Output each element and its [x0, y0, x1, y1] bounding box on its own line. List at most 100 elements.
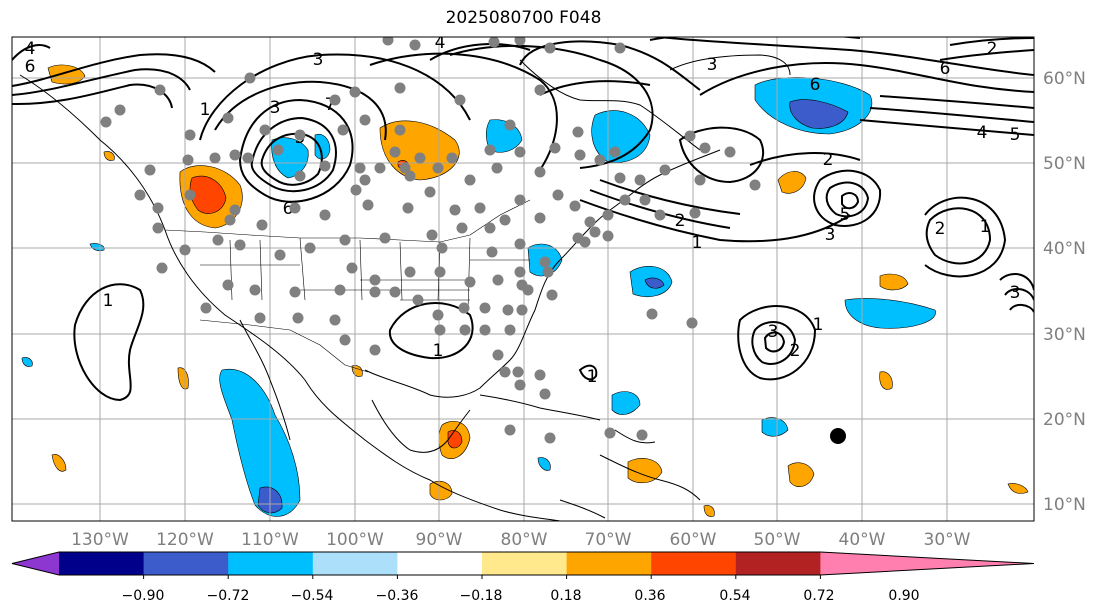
- contour-label: 3: [270, 98, 281, 118]
- anomaly-blob: [761, 417, 789, 437]
- anomaly-blob: [611, 391, 641, 415]
- contour-lines: [12, 37, 1034, 402]
- lat-label: 60°N: [1043, 69, 1086, 89]
- station-dot: [694, 174, 706, 186]
- station-dot: [522, 284, 534, 296]
- station-dot: [259, 124, 271, 136]
- station-dot: [534, 166, 546, 178]
- anomaly-blob: [644, 277, 665, 289]
- contour-label: 2: [823, 150, 834, 170]
- station-dot: [456, 222, 468, 234]
- station-dot: [659, 164, 671, 176]
- station-dot: [242, 152, 254, 164]
- contour-label: 2: [935, 219, 946, 239]
- station-dot: [134, 189, 146, 201]
- contour-label: 3: [313, 50, 324, 70]
- colorbar-labels: −0.90 −0.72 −0.54 −0.36 −0.18 0.18 0.36 …: [122, 588, 920, 604]
- station-dot: [432, 309, 444, 321]
- station-dot: [572, 232, 584, 244]
- station-dot: [646, 308, 658, 320]
- station-dot: [512, 366, 524, 378]
- contour-label: 5: [840, 205, 851, 225]
- station-dot: [274, 249, 286, 261]
- station-dot: [200, 302, 212, 314]
- station-dot: [686, 317, 698, 329]
- lon-label: 60°W: [670, 530, 717, 550]
- contour-label: 3: [1010, 283, 1021, 303]
- station-dot: [402, 202, 414, 214]
- station-dot: [689, 207, 701, 219]
- shaded-anomalies: [21, 64, 1029, 517]
- station-dot: [179, 244, 191, 256]
- station-dot: [229, 204, 241, 216]
- station-dot: [436, 242, 448, 254]
- station-dot: [152, 222, 164, 234]
- station-dot: [346, 262, 358, 274]
- station-dot: [319, 160, 331, 172]
- station-dot: [304, 242, 316, 254]
- station-dot: [619, 194, 631, 206]
- station-dot: [614, 172, 626, 184]
- station-dot: [604, 427, 616, 439]
- colorbar-segment: [12, 552, 59, 575]
- station-dot: [426, 229, 438, 241]
- anomaly-blob: [703, 505, 715, 517]
- station-dot: [486, 246, 498, 258]
- station-dot: [699, 142, 711, 154]
- station-dot: [414, 152, 426, 164]
- station-dot: [516, 304, 528, 316]
- lon-label: 80°W: [501, 530, 548, 550]
- station-dot: [222, 279, 234, 291]
- station-dot: [412, 294, 424, 306]
- station-dot: [549, 142, 561, 154]
- station-dot: [184, 129, 196, 141]
- station-dot: [369, 274, 381, 286]
- anomaly-blob: [177, 367, 189, 390]
- station-dot: [256, 219, 268, 231]
- anomaly-blob: [879, 371, 893, 390]
- station-dot: [369, 286, 381, 298]
- colorbar-tick-label: 0.18: [550, 588, 581, 604]
- anomaly-blob: [844, 298, 936, 329]
- station-dot: [379, 232, 391, 244]
- station-dot: [474, 202, 486, 214]
- station-dot: [514, 37, 526, 46]
- anomaly-blob: [429, 481, 453, 501]
- colorbar-segment: [59, 552, 145, 575]
- station-dot: [389, 286, 401, 298]
- station-dot: [639, 194, 651, 206]
- station-dot: [409, 39, 421, 51]
- station-dot: [602, 209, 614, 221]
- latitude-labels: 60°N 50°N 40°N 30°N 20°N 10°N: [1043, 69, 1086, 515]
- lon-label: 90°W: [416, 530, 463, 550]
- station-dot: [359, 114, 371, 126]
- contour-label: 3: [825, 225, 836, 245]
- station-dot: [114, 104, 126, 116]
- station-dot: [504, 324, 516, 336]
- contour-label: 4: [977, 123, 988, 143]
- contour-label: 4: [25, 39, 36, 59]
- contour-label: 1: [813, 315, 824, 335]
- contour-label: 1: [692, 233, 703, 253]
- anomaly-blob: [627, 458, 663, 484]
- station-dot: [224, 214, 236, 226]
- lon-label: 50°W: [754, 530, 801, 550]
- station-dot: [464, 276, 476, 288]
- anomaly-blob: [591, 110, 651, 163]
- colorbar-tick-label: 0.54: [719, 588, 750, 604]
- colorbar-segment: [312, 552, 398, 575]
- contour-label: 1: [103, 291, 114, 311]
- station-dot: [182, 154, 194, 166]
- colorbar-tick-label: −0.72: [207, 588, 250, 604]
- station-dot: [289, 286, 301, 298]
- station-dot: [244, 72, 256, 84]
- station-dot: [514, 379, 526, 391]
- station-dot: [479, 324, 491, 336]
- station-dot: [499, 366, 511, 378]
- station-dot: [574, 149, 586, 161]
- station-dot: [504, 424, 516, 436]
- station-dot: [399, 162, 411, 174]
- station-dot: [609, 146, 621, 158]
- station-dot: [354, 162, 366, 174]
